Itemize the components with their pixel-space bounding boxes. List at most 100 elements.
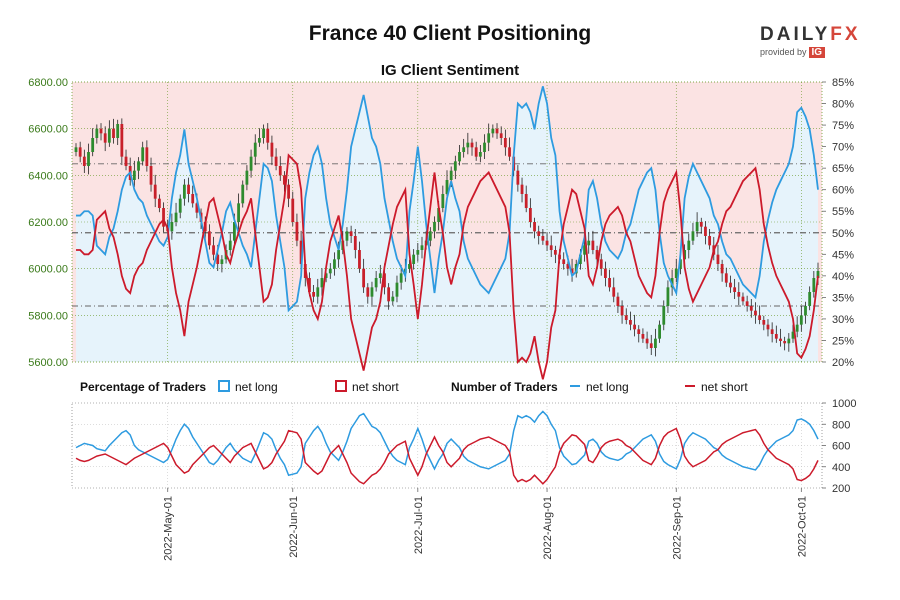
price-tick-label: 5600.00 xyxy=(28,357,68,369)
candle-body xyxy=(137,161,140,171)
candle-body xyxy=(270,142,274,157)
count-lines xyxy=(75,410,819,485)
candle-body xyxy=(683,250,687,260)
legend-pct-short-label: net short xyxy=(352,380,399,394)
candle-body xyxy=(637,329,641,334)
candle-body xyxy=(333,259,336,269)
candle-body xyxy=(620,306,624,316)
price-tick-label: 6800.00 xyxy=(28,77,68,89)
candle-body xyxy=(520,184,524,194)
candle-body xyxy=(378,273,382,278)
candle-body xyxy=(145,147,149,166)
candle-body xyxy=(120,124,124,157)
sentiment-tick-label: 85% xyxy=(832,77,854,89)
candle-body xyxy=(187,184,190,194)
candle-body xyxy=(566,264,570,269)
candle-body xyxy=(132,170,136,180)
candle-body xyxy=(258,138,261,143)
sentiment-tick-label: 25% xyxy=(832,335,854,347)
sentiment-tick-label: 45% xyxy=(832,249,854,261)
candle-body xyxy=(812,278,816,292)
sentiment-tick-label: 40% xyxy=(832,271,854,283)
candle-body xyxy=(729,282,732,288)
candle-body xyxy=(266,128,270,143)
candle-body xyxy=(604,268,607,278)
price-tick-label: 6600.00 xyxy=(28,124,68,136)
candle-body xyxy=(474,147,478,157)
logo-provided-by: provided by IG xyxy=(760,47,870,58)
candle-body xyxy=(495,128,499,134)
net-long-count-line xyxy=(75,410,819,477)
candle-body xyxy=(253,142,257,157)
legend-pct-short-swatch xyxy=(335,380,347,392)
candle-body xyxy=(545,240,549,246)
candle-body xyxy=(345,231,349,241)
candle-body xyxy=(679,259,682,269)
long-sentiment-area xyxy=(76,86,818,363)
chart-title: France 40 Client Positioning xyxy=(308,22,592,45)
candle-body xyxy=(508,147,511,157)
candle-body xyxy=(233,222,236,241)
candle-body xyxy=(553,250,557,255)
sentiment-lines xyxy=(76,86,819,380)
candle-body xyxy=(212,245,215,255)
candle-body xyxy=(141,147,145,162)
candle-body xyxy=(416,250,420,255)
candle-body xyxy=(783,341,787,344)
candle-body xyxy=(228,240,232,250)
date-tick-label: 2022-Oct-01 xyxy=(796,496,808,557)
candle-body xyxy=(641,334,645,339)
candle-body xyxy=(808,292,812,306)
candle-body xyxy=(616,296,620,306)
sentiment-tick-label: 30% xyxy=(832,314,854,326)
candle-body xyxy=(116,124,120,138)
count-axis: 200 400 600 800 1000 xyxy=(822,398,856,495)
count-tick-label: 800 xyxy=(832,419,850,431)
candle-body xyxy=(645,338,649,344)
candle-body xyxy=(78,147,82,157)
candle-body xyxy=(262,128,265,138)
candle-body xyxy=(766,324,770,330)
candle-body xyxy=(82,156,86,166)
candle-body xyxy=(695,222,699,232)
candle-body xyxy=(470,142,474,148)
count-tick-label: 200 xyxy=(832,483,850,495)
date-tick-label: 2022-Jul-01 xyxy=(413,496,425,554)
candle-body xyxy=(249,156,253,171)
sentiment-tick-label: 70% xyxy=(832,142,854,154)
candle-body xyxy=(216,254,220,264)
candle-body xyxy=(241,184,245,204)
legend-num-short-label: net short xyxy=(701,380,748,394)
candle-body xyxy=(441,194,445,208)
candle-body xyxy=(157,198,161,208)
candle-body xyxy=(624,315,628,320)
candle-body xyxy=(716,254,720,264)
candle-body xyxy=(466,142,470,148)
candle-body xyxy=(362,268,366,288)
candle-body xyxy=(799,315,803,325)
candle-body xyxy=(174,212,178,222)
provided-by-text: provided by xyxy=(760,47,807,57)
candle-body xyxy=(408,264,411,269)
candle-body xyxy=(449,170,453,180)
candle-body xyxy=(112,128,115,138)
candle-body xyxy=(437,208,441,222)
legend-number-label: Number of Traders xyxy=(451,380,558,394)
sentiment-tick-label: 20% xyxy=(832,357,854,369)
candle-body xyxy=(412,254,416,264)
candle-body xyxy=(283,175,286,185)
candle-body xyxy=(704,226,707,236)
candle-body xyxy=(745,301,749,306)
candle-body xyxy=(358,250,361,269)
legend-percentage-label: Percentage of Traders xyxy=(80,380,206,394)
candle-body xyxy=(570,268,574,274)
candle-body xyxy=(562,259,566,264)
candle-body xyxy=(182,184,186,199)
candle-body xyxy=(191,194,195,204)
candle-body xyxy=(370,287,374,297)
candle-body xyxy=(737,292,741,297)
candle-body xyxy=(774,334,778,339)
candle-body xyxy=(420,245,424,250)
sentiment-tick-label: 75% xyxy=(832,120,854,132)
